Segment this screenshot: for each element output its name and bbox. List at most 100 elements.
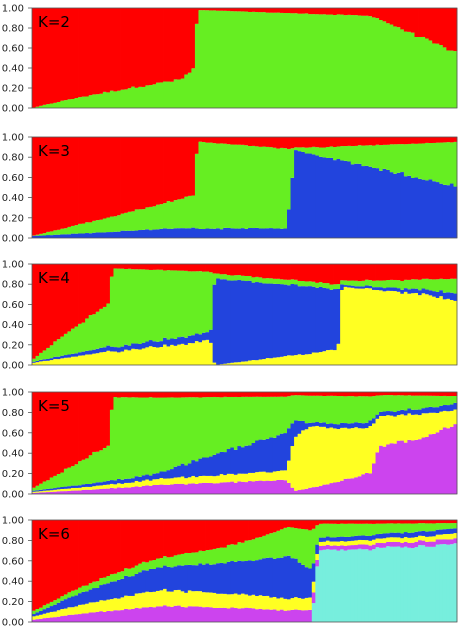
bar-segment-yellow [393, 291, 398, 365]
bar-segment-blue [99, 232, 104, 238]
bar-segment-red [279, 8, 284, 13]
bar-segment-red [368, 137, 373, 146]
bar-segment-red [453, 8, 458, 52]
bar-segment-green [432, 43, 437, 109]
bar-segment-yellow [301, 354, 306, 365]
bar-segment-blue [191, 227, 196, 238]
bar-segment-red [32, 137, 36, 236]
bar-segment-blue [88, 350, 93, 355]
bar-segment-red [88, 520, 93, 584]
bar-segment-green [322, 14, 327, 108]
bar-segment-green [212, 143, 217, 229]
bar-segment-blue [131, 230, 136, 238]
bar-segment-red [32, 8, 36, 108]
bar-segment-red [109, 8, 114, 91]
bar-segment-red [375, 8, 380, 19]
bar-segment-purple [379, 543, 384, 548]
bar-segment-yellow [308, 597, 313, 610]
bar-segment-yellow [276, 598, 281, 611]
y-tick-label: 1.00 [2, 516, 24, 527]
bar-segment-red [347, 520, 352, 524]
bar-segment-blue [304, 423, 309, 430]
bar-segment-green [294, 279, 299, 285]
bar-segment-red [421, 8, 426, 37]
bar-segment-green [265, 396, 270, 439]
bar-segment-blue [152, 229, 157, 238]
bar-segment-green [393, 279, 398, 288]
bar-segment-green [294, 528, 299, 559]
bar-segment-yellow [70, 607, 75, 615]
bar-segment-purple [453, 538, 458, 544]
bar-segment-yellow [418, 535, 422, 541]
bar-segment-blue [120, 578, 125, 598]
bar-segment-red [131, 8, 136, 87]
bar-segment-green [421, 395, 426, 409]
bar-segment-red [375, 392, 380, 396]
bar-segment-yellow [145, 591, 150, 608]
bar-segment-blue [375, 534, 380, 539]
bar-segment-purple [223, 482, 228, 494]
bar-segment-red [418, 137, 422, 144]
bar-segment-red [297, 8, 302, 14]
bar-segment-blue [290, 284, 295, 356]
bar-segment-red [343, 520, 348, 524]
bar-segment-purple [279, 479, 284, 494]
bar-segment-blue [170, 338, 175, 345]
bar-segment-blue [329, 537, 334, 542]
k-label: K=4 [38, 269, 70, 287]
bar-segment-yellow [117, 352, 121, 365]
bar-segment-green [212, 273, 217, 285]
bar-segment-red [446, 520, 451, 524]
bar-segment-blue [382, 288, 387, 292]
bar-segment-purple [403, 541, 408, 547]
bar-segment-purple [209, 483, 214, 494]
bar-segment-blue [237, 446, 242, 474]
bar-segment-blue [432, 291, 437, 297]
bar-segment-green [425, 142, 430, 181]
bar-segment-red [63, 392, 68, 469]
bar-segment-green [322, 396, 327, 423]
bar-segment-green [364, 279, 369, 286]
bar-segment-red [49, 137, 54, 232]
bar-segment-red [357, 137, 362, 146]
bar-segment-blue [251, 561, 256, 595]
bar-segment-blue [49, 488, 54, 491]
bar-segment-red [258, 137, 263, 147]
bar-segment-green [53, 102, 58, 108]
bar-segment-purple [336, 545, 341, 551]
bar-segment-red [308, 520, 313, 531]
bar-segment-blue [393, 287, 398, 292]
bar-segment-red [301, 8, 306, 14]
bar-segment-green [435, 279, 440, 292]
bar-segment-cyan [375, 547, 380, 622]
bar-segment-red [170, 520, 175, 557]
bar-segment-green [428, 279, 433, 291]
bar-segment-red [202, 8, 206, 11]
bar-segment-yellow [152, 479, 157, 486]
bar-segment-green [194, 397, 199, 462]
bar-segment-yellow [255, 596, 260, 610]
bar-segment-green [318, 395, 323, 423]
bar-segment-blue [240, 447, 245, 474]
bar-segment-purple [191, 606, 196, 622]
bar-segment-green [396, 27, 401, 108]
bar-segment-yellow [279, 356, 284, 365]
bar-segment-yellow [106, 350, 111, 365]
bar-segment-cyan [393, 546, 398, 622]
bar-segment-green [170, 81, 175, 108]
bar-segment-red [42, 8, 47, 105]
bar-segment-yellow [92, 353, 97, 365]
bar-segment-purple [216, 607, 221, 622]
bar-segment-red [187, 392, 192, 398]
bar-segment-blue [120, 346, 125, 352]
bar-segment-yellow [325, 428, 330, 485]
bar-segment-yellow [187, 590, 192, 607]
bar-segment-green [74, 464, 79, 486]
bar-segment-yellow [283, 356, 288, 365]
bar-segment-green [279, 279, 284, 285]
bar-segment-red [446, 137, 451, 143]
bar-segment-red [124, 264, 129, 269]
bar-segment-yellow [329, 541, 334, 546]
bar-segment-green [106, 445, 111, 481]
bar-segment-cyan [403, 546, 408, 622]
